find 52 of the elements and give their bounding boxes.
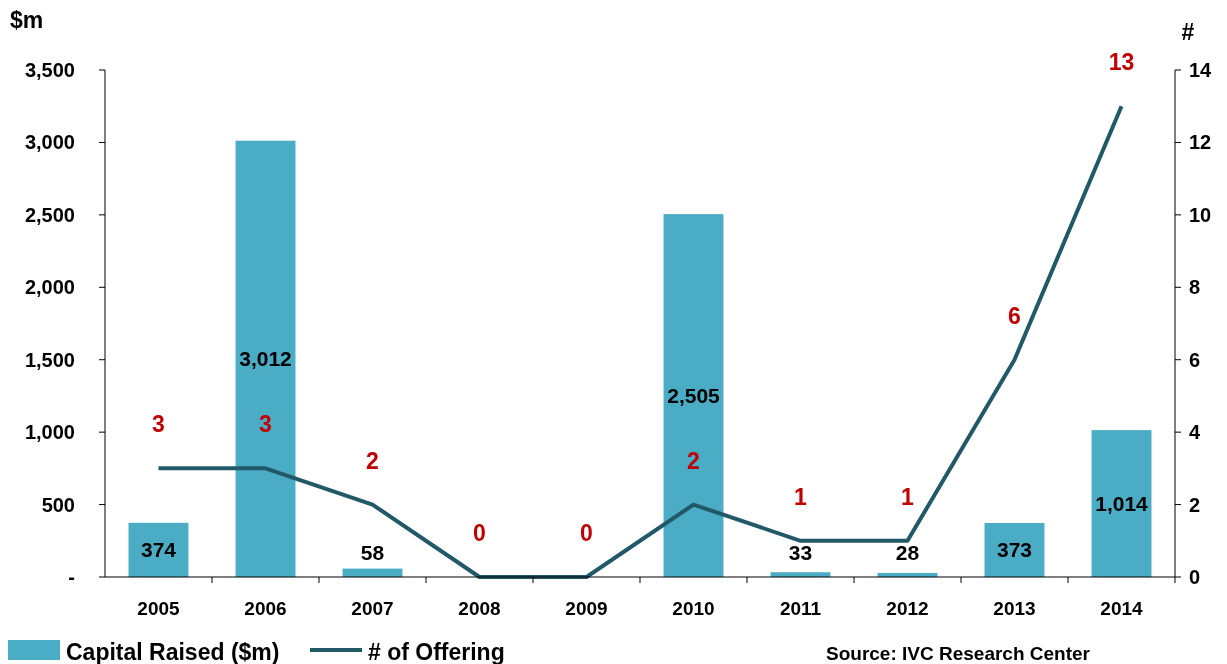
bar <box>235 140 296 577</box>
y-tick-label: - <box>68 566 75 588</box>
data-label: 2 <box>366 447 379 474</box>
data-label: 373 <box>996 538 1033 562</box>
data-label: 28 <box>895 541 920 565</box>
data-label: 3 <box>152 411 165 438</box>
y2-tick-label: 10 <box>1189 203 1212 226</box>
y-tick-label: 500 <box>41 493 75 516</box>
data-label: 1 <box>901 483 915 510</box>
y-axis-title: $m <box>10 7 44 33</box>
data-label: 6 <box>1008 302 1021 329</box>
y2-tick-label: 0 <box>1189 566 1201 588</box>
x-tick-label: 2011 <box>779 598 822 619</box>
x-tick-label: 2006 <box>244 598 287 619</box>
data-label: 3,012 <box>239 347 292 371</box>
x-tick-label: 2009 <box>565 598 608 619</box>
data-label: 0 <box>580 520 593 546</box>
y2-tick-label: 4 <box>1189 421 1201 444</box>
y2-tick-label: 12 <box>1189 131 1212 154</box>
y2-tick-label: 2 <box>1189 493 1201 516</box>
data-label: 2 <box>687 447 700 474</box>
data-label: 1 <box>794 483 808 510</box>
data-label: 33 <box>788 541 813 565</box>
data-label: 13 <box>1108 49 1135 76</box>
x-tick-label: 2012 <box>886 598 929 619</box>
x-tick-label: 2005 <box>137 598 181 619</box>
data-label: 0 <box>473 520 486 546</box>
y2-tick-label: 6 <box>1189 348 1201 371</box>
y2-tick-label: 8 <box>1189 276 1201 299</box>
y-tick-label: 1,000 <box>24 421 75 444</box>
x-tick-label: 2013 <box>993 598 1036 619</box>
y-tick-label: 2,500 <box>24 203 75 226</box>
data-label: 2,505 <box>667 383 721 407</box>
data-label: 58 <box>360 541 385 565</box>
bar <box>663 214 724 577</box>
data-label: 374 <box>140 538 177 562</box>
data-label: 3 <box>259 411 272 438</box>
y2-tick-label: 14 <box>1189 59 1213 81</box>
legend-label: Capital Raised ($m) <box>66 639 280 664</box>
y2-axis-title: # <box>1181 19 1195 45</box>
y-tick-label: 3,000 <box>24 131 75 154</box>
y-tick-label: 3,500 <box>24 59 75 81</box>
legend-label: # of Offering <box>368 639 505 664</box>
data-label: 1,014 <box>1095 491 1149 515</box>
y-tick-label: 2,000 <box>24 276 75 299</box>
x-tick-label: 2008 <box>458 598 501 619</box>
x-tick-label: 2010 <box>672 598 715 619</box>
y-tick-label: 1,500 <box>24 348 75 371</box>
x-tick-label: 2007 <box>351 598 394 619</box>
source-note: Source: IVC Research Center <box>826 642 1091 664</box>
x-tick-label: 2014 <box>1100 598 1144 619</box>
bar <box>1091 430 1152 577</box>
